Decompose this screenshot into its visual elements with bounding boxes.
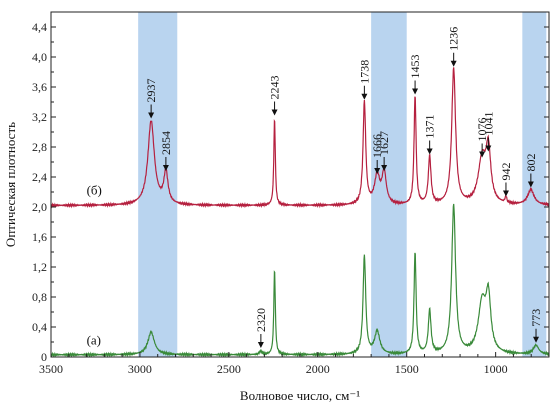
y-tick-label: 0,4 [32,320,47,334]
peak-annotation-1666: 1666 [370,134,384,174]
y-tick-label: 4,4 [32,20,47,34]
y-tick-label: 2,4 [32,170,47,184]
peak-annotation-942: 942 [499,163,513,197]
peak-label: 2854 [159,131,173,155]
peak-label: 1627 [377,131,391,155]
peak-annotation-802: 802 [524,154,538,188]
peak-label: 2243 [268,76,282,100]
peak-arrow-head [374,168,381,174]
peak-arrow-head [361,93,368,100]
x-tick-label: 3500 [39,362,63,376]
spectrum-line-a [50,203,550,358]
x-tick-label: 2500 [217,362,241,376]
axes: 3500 3000 2500 2000 1500 1000 0 0,4 0,8 1,2 1,6 2,0… [32,11,550,376]
peak-arrow-head [426,148,433,155]
peak-arrow-head [412,88,419,95]
y-tick-label: 0,8 [32,290,47,304]
series-label-b: (б) [87,182,102,197]
series-label-a: (а) [87,332,101,347]
y-tick-label: 1,2 [32,260,47,274]
peak-annotation-1236: 1236 [447,27,461,67]
peak-annotation-1041: 1041 [481,112,495,152]
peak-arrow-head [502,190,509,197]
peak-label: 1738 [357,60,371,84]
highlight-band-2 [371,12,407,357]
peak-annotation-1627: 1627 [377,131,391,171]
x-tick-label: 1500 [395,362,419,376]
x-tick-label: 1000 [484,362,508,376]
y-tick-label: 3,6 [32,80,47,94]
peak-label: 1453 [408,55,422,79]
y-tick-label: 4,0 [32,50,47,64]
peak-arrow-head [485,145,492,152]
peak-label: 1236 [447,27,461,51]
peak-label: 1041 [481,112,495,136]
y-tick-label: 3,2 [32,110,47,124]
highlight-bands [138,12,547,357]
y-tick-label: 1,6 [32,230,47,244]
x-tick-label: 3000 [128,362,152,376]
peak-annotation-2320: 2320 [254,308,268,348]
y-tick-label: 2,8 [32,140,47,154]
y-axis-label: Оптическая плотность [3,122,18,247]
peak-annotation-1371: 1371 [423,115,437,155]
y-tick-label: 2,0 [32,200,47,214]
peak-label: 773 [529,309,543,327]
peak-annotation-773: 773 [529,309,543,343]
peak-arrow-head [533,336,540,343]
peak-annotation-1453: 1453 [408,55,422,95]
peak-label: 2320 [254,308,268,332]
peak-arrow-head [450,60,457,67]
peak-arrow-head [271,109,278,116]
peak-arrow-head [148,112,155,119]
peak-label: 802 [524,154,538,172]
plot-frame [50,11,550,358]
peak-label: 1076 [475,118,489,142]
spectrum-line-b [50,67,550,209]
peak-arrow-head [479,151,486,158]
peak-annotation-2937: 2937 [144,79,158,119]
peak-annotation-1076: 1076 [475,118,489,158]
peak-label: 1371 [423,115,437,139]
peak-arrow-head [257,342,264,348]
peak-annotation-1738: 1738 [357,60,371,100]
x-tick-label: 2000 [306,362,330,376]
peak-label: 2937 [144,79,158,103]
peak-annotation-2854: 2854 [159,131,173,171]
peak-arrow-head [381,165,388,171]
y-tick-label: 0 [41,350,47,364]
spectrum-curves [50,67,550,358]
peak-arrow-head [162,165,169,171]
highlight-band-3 [522,12,547,357]
peak-label: 1666 [370,134,384,158]
peak-annotation-2243: 2243 [268,76,282,116]
peak-arrow-head [527,181,534,188]
x-axis-label: Волновое число, см⁻¹ [240,388,360,403]
peak-label: 942 [499,163,513,181]
